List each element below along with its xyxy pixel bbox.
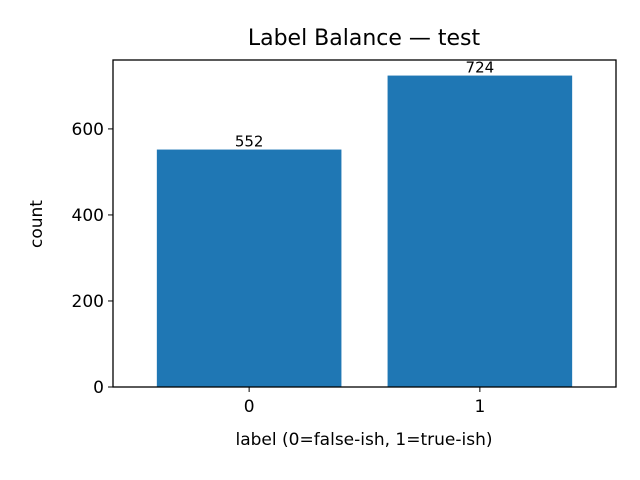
- data-label-0: 552: [235, 133, 264, 151]
- bar-0: [156, 149, 342, 387]
- plot-area: 552 0 724 1 0 200 400 600: [72, 59, 573, 417]
- y-tick-label: 0: [93, 378, 104, 398]
- y-tick-label: 200: [72, 292, 104, 312]
- x-tick-label: 1: [474, 397, 485, 417]
- bar-1: [387, 75, 573, 388]
- data-label-1: 724: [466, 59, 495, 77]
- chart-title: Label Balance — test: [248, 26, 481, 51]
- y-axis-label: count: [27, 200, 47, 248]
- x-axis-label: label (0=false-ish, 1=true-ish): [235, 430, 492, 450]
- y-tick-label: 400: [72, 206, 104, 226]
- y-tick-label: 600: [72, 120, 104, 140]
- plot-frame: [112, 59, 617, 388]
- x-tick-label: 0: [244, 397, 255, 417]
